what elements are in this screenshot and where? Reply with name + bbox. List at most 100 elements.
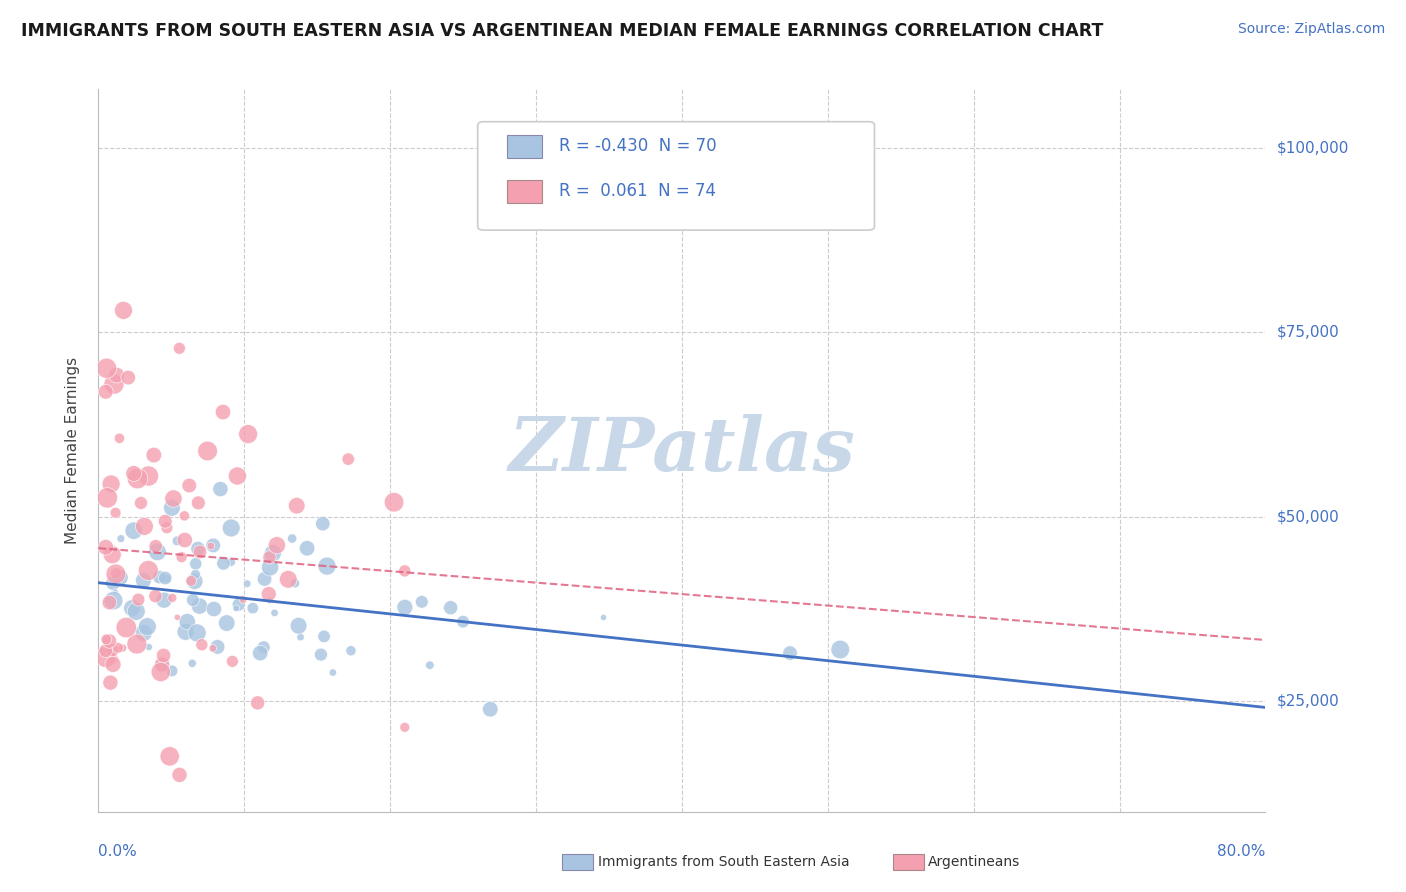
Point	[263, 606, 285, 620]
Text: $25,000: $25,000	[1277, 694, 1340, 708]
Point	[108, 431, 131, 445]
Point	[440, 600, 463, 615]
Point	[259, 593, 281, 607]
Bar	[508, 180, 541, 202]
Point	[202, 538, 225, 552]
Point	[191, 638, 214, 652]
Point	[100, 477, 122, 491]
Text: 80.0%: 80.0%	[1218, 844, 1265, 859]
Point	[101, 548, 124, 562]
Point	[104, 566, 127, 581]
Point	[183, 574, 205, 589]
Point	[101, 651, 124, 665]
Point	[188, 599, 211, 613]
Point	[104, 566, 127, 581]
Point	[232, 592, 254, 607]
Point	[152, 648, 174, 663]
Point	[249, 646, 271, 660]
Point	[184, 567, 207, 582]
Point	[284, 576, 307, 591]
Point	[96, 361, 118, 376]
Point	[188, 545, 211, 559]
Point	[155, 514, 177, 528]
Point	[281, 532, 304, 546]
Point	[153, 593, 176, 607]
Point	[215, 616, 238, 631]
Point	[290, 630, 312, 644]
Point	[592, 610, 614, 624]
Point	[226, 469, 249, 483]
Point	[156, 521, 179, 535]
Point	[138, 469, 160, 483]
Text: $100,000: $100,000	[1277, 141, 1350, 156]
Point	[162, 591, 184, 605]
Point	[166, 610, 188, 624]
Point	[207, 640, 229, 654]
Point	[295, 541, 318, 556]
Point	[285, 499, 308, 513]
Point	[150, 657, 173, 672]
Point	[236, 576, 259, 591]
Point	[382, 495, 405, 509]
Point	[312, 630, 335, 644]
Point	[277, 572, 299, 586]
Point	[160, 500, 183, 515]
Point	[166, 533, 188, 548]
Point	[170, 550, 193, 565]
Point	[103, 593, 125, 607]
Point	[394, 600, 416, 615]
Point	[148, 570, 170, 584]
Point	[186, 626, 208, 640]
Point	[145, 589, 167, 603]
Point	[162, 491, 184, 506]
Point	[132, 574, 155, 588]
Point	[173, 533, 195, 547]
Text: ZIPatlas: ZIPatlas	[509, 414, 855, 487]
Point	[181, 593, 204, 607]
Point	[200, 539, 222, 553]
Point	[419, 658, 441, 673]
Point	[209, 482, 232, 496]
Point	[138, 640, 160, 654]
Point	[221, 654, 243, 668]
Point	[219, 555, 242, 569]
Point	[149, 665, 172, 679]
Point	[176, 615, 198, 629]
Point	[394, 564, 416, 578]
Point	[479, 702, 502, 716]
Point	[101, 576, 124, 591]
Text: Source: ZipAtlas.com: Source: ZipAtlas.com	[1237, 22, 1385, 37]
Point	[236, 427, 259, 442]
Point	[187, 496, 209, 510]
Bar	[508, 135, 541, 158]
Point	[127, 592, 149, 607]
Point	[122, 467, 145, 481]
Point	[159, 749, 181, 764]
Text: $75,000: $75,000	[1277, 325, 1340, 340]
Text: R = -0.430  N = 70: R = -0.430 N = 70	[560, 137, 717, 155]
Point	[94, 650, 117, 665]
Point	[122, 524, 145, 538]
Point	[169, 341, 191, 355]
Point	[181, 657, 204, 671]
Point	[202, 602, 225, 616]
Point	[104, 584, 127, 599]
Point	[96, 491, 118, 505]
Point	[101, 657, 124, 672]
Point	[212, 557, 235, 571]
Point	[132, 625, 155, 640]
Point	[262, 546, 284, 560]
Point	[112, 303, 135, 318]
Point	[136, 620, 159, 634]
Point	[779, 646, 801, 660]
Point	[169, 768, 191, 782]
Point	[394, 720, 416, 734]
Point	[104, 506, 127, 520]
Point	[98, 595, 121, 609]
Point	[103, 377, 125, 392]
Point	[100, 675, 122, 690]
Text: R =  0.061  N = 74: R = 0.061 N = 74	[560, 182, 717, 201]
Point	[134, 519, 156, 533]
Point	[337, 452, 360, 467]
Point	[451, 615, 474, 629]
